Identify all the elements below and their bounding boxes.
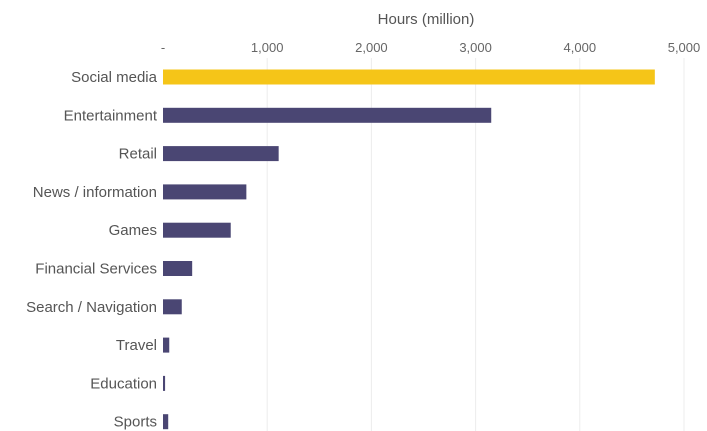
bar bbox=[163, 107, 492, 123]
category-label: Retail bbox=[119, 146, 157, 163]
bar bbox=[163, 222, 231, 238]
category-label: Financial Services bbox=[35, 261, 157, 278]
bar bbox=[163, 337, 170, 353]
bars bbox=[163, 69, 655, 430]
x-tick-label: 4,000 bbox=[564, 40, 597, 55]
category-label: Games bbox=[109, 222, 157, 239]
bar bbox=[163, 375, 166, 391]
x-tick-labels: - 1,000 2,000 3,000 4,000 5,000 bbox=[161, 40, 700, 55]
category-label: Entertainment bbox=[64, 107, 158, 124]
x-tick-label: 3,000 bbox=[459, 40, 492, 55]
category-label: Search / Navigation bbox=[26, 299, 157, 316]
x-tick-label: - bbox=[161, 40, 165, 55]
bar bbox=[163, 414, 169, 430]
category-label: Education bbox=[90, 375, 157, 392]
x-tick-label: 1,000 bbox=[251, 40, 284, 55]
category-label: Travel bbox=[116, 337, 157, 354]
x-tick-label: 5,000 bbox=[668, 40, 701, 55]
x-axis-title: Hours (million) bbox=[378, 11, 475, 28]
category-label: News / information bbox=[33, 184, 157, 201]
category-label: Social media bbox=[71, 69, 158, 86]
category-labels: Social media Entertainment Retail News / in… bbox=[26, 69, 158, 431]
bar bbox=[163, 184, 247, 200]
bar bbox=[163, 146, 279, 162]
category-label: Sports bbox=[114, 414, 157, 431]
x-tick-label: 2,000 bbox=[355, 40, 388, 55]
bar bbox=[163, 299, 182, 315]
bar bbox=[163, 261, 193, 276]
bar bbox=[163, 69, 655, 85]
